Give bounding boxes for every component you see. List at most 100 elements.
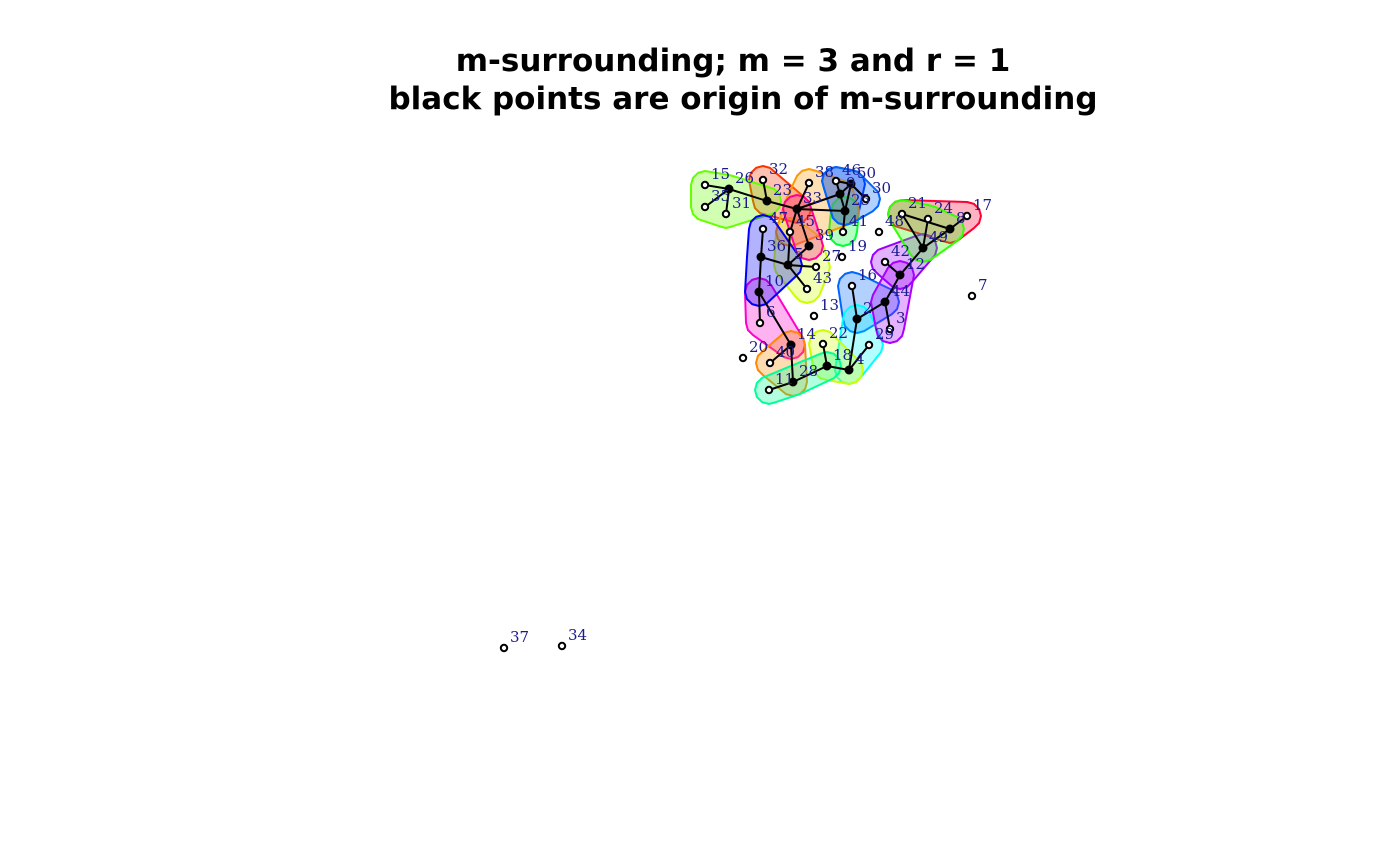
point-40 [765, 358, 775, 368]
point-label-38: 38 [815, 163, 834, 181]
origin-point-14 [786, 340, 796, 350]
origin-point-36 [756, 252, 766, 262]
point-label-12: 12 [906, 255, 925, 273]
point-20 [738, 353, 748, 363]
point-46 [831, 176, 841, 186]
point-45 [785, 227, 795, 237]
origin-point-49 [918, 243, 928, 253]
point-21 [897, 209, 907, 219]
origin-point-28 [788, 377, 798, 387]
edge-49-21 [901, 213, 924, 249]
point-34 [557, 641, 567, 651]
origin-point-5 [783, 260, 793, 270]
point-32 [758, 175, 768, 185]
edge-14-28 [790, 344, 794, 383]
origin-point-26 [724, 184, 734, 194]
title-line-1: m-surrounding; m = 3 and r = 1 [456, 43, 1011, 79]
point-label-19: 19 [848, 237, 867, 255]
point-label-47: 47 [769, 209, 788, 227]
edge-36-10 [758, 256, 762, 293]
point-label-44: 44 [891, 282, 910, 300]
edge-5-27 [787, 264, 817, 268]
origin-point-25 [840, 206, 850, 216]
point-label-8: 8 [956, 209, 966, 227]
edge-5-39 [787, 245, 810, 266]
point-31 [721, 209, 731, 219]
origin-point-23 [762, 196, 772, 206]
point-label-6: 6 [766, 303, 776, 321]
edge-10-6 [758, 291, 761, 324]
point-43 [802, 284, 812, 294]
point-22 [818, 339, 828, 349]
edge-2-44 [856, 301, 886, 320]
point-11 [764, 385, 774, 395]
point-label-33: 33 [803, 189, 822, 207]
point-label-13: 13 [820, 296, 839, 314]
edge-44-3 [884, 301, 891, 330]
edge-39-33 [796, 208, 810, 247]
edge-28-18 [792, 365, 828, 383]
edge-5-43 [787, 264, 808, 290]
edge-50-25 [844, 183, 852, 212]
point-47 [758, 224, 768, 234]
point-27 [811, 262, 821, 272]
point-15 [700, 180, 710, 190]
point-label-50: 50 [857, 164, 876, 182]
point-label-23: 23 [773, 181, 792, 199]
point-label-39: 39 [815, 226, 834, 244]
point-13 [809, 311, 819, 321]
edge-33-9 [796, 193, 841, 210]
origin-point-10 [754, 287, 764, 297]
point-6 [755, 318, 765, 328]
point-42 [880, 257, 890, 267]
edge-36-5 [760, 256, 789, 266]
origin-point-50 [846, 179, 856, 189]
edge-26-35 [704, 188, 730, 208]
origin-point-8 [945, 224, 955, 234]
point-label-20: 20 [749, 338, 768, 356]
point-label-15: 15 [711, 165, 730, 183]
point-label-25: 25 [851, 191, 870, 209]
point-label-43: 43 [813, 269, 832, 287]
edge-33-25 [796, 208, 846, 212]
origin-point-9 [835, 189, 845, 199]
point-label-37: 37 [510, 628, 529, 646]
origin-point-44 [880, 297, 890, 307]
edge-36-47 [760, 228, 764, 258]
point-35 [700, 202, 710, 212]
point-3 [885, 324, 895, 334]
origin-point-39 [804, 241, 814, 251]
edge-23-33 [766, 200, 798, 210]
point-layer [499, 175, 977, 653]
point-label-34: 34 [568, 626, 587, 644]
title-line-2: black points are origin of m-surrounding [388, 81, 1097, 117]
point-label-18: 18 [833, 346, 852, 364]
edge-10-14 [758, 291, 792, 346]
origin-point-2 [852, 314, 862, 324]
point-48 [874, 227, 884, 237]
point-label-35: 35 [711, 187, 730, 205]
point-label-7: 7 [978, 276, 988, 294]
point-17 [962, 211, 972, 221]
edge-4-29 [848, 344, 870, 371]
point-label-26: 26 [735, 169, 754, 187]
point-label-16: 16 [858, 266, 877, 284]
point-label-45: 45 [796, 212, 815, 230]
point-label-29: 29 [875, 325, 894, 343]
label-layer: 2345678910111213141516171819202122232425… [510, 160, 992, 646]
point-label-31: 31 [732, 194, 751, 212]
point-label-3: 3 [896, 309, 906, 327]
point-label-5: 5 [794, 245, 804, 263]
point-label-10: 10 [765, 272, 784, 290]
edge-12-49 [899, 247, 924, 276]
point-label-24: 24 [934, 199, 953, 217]
origin-point-4 [844, 365, 854, 375]
point-29 [864, 340, 874, 350]
point-label-9: 9 [846, 174, 856, 192]
point-label-14: 14 [797, 325, 816, 343]
point-37 [499, 643, 509, 653]
point-label-46: 46 [842, 161, 861, 179]
origin-point-33 [792, 204, 802, 214]
point-label-17: 17 [973, 196, 992, 214]
